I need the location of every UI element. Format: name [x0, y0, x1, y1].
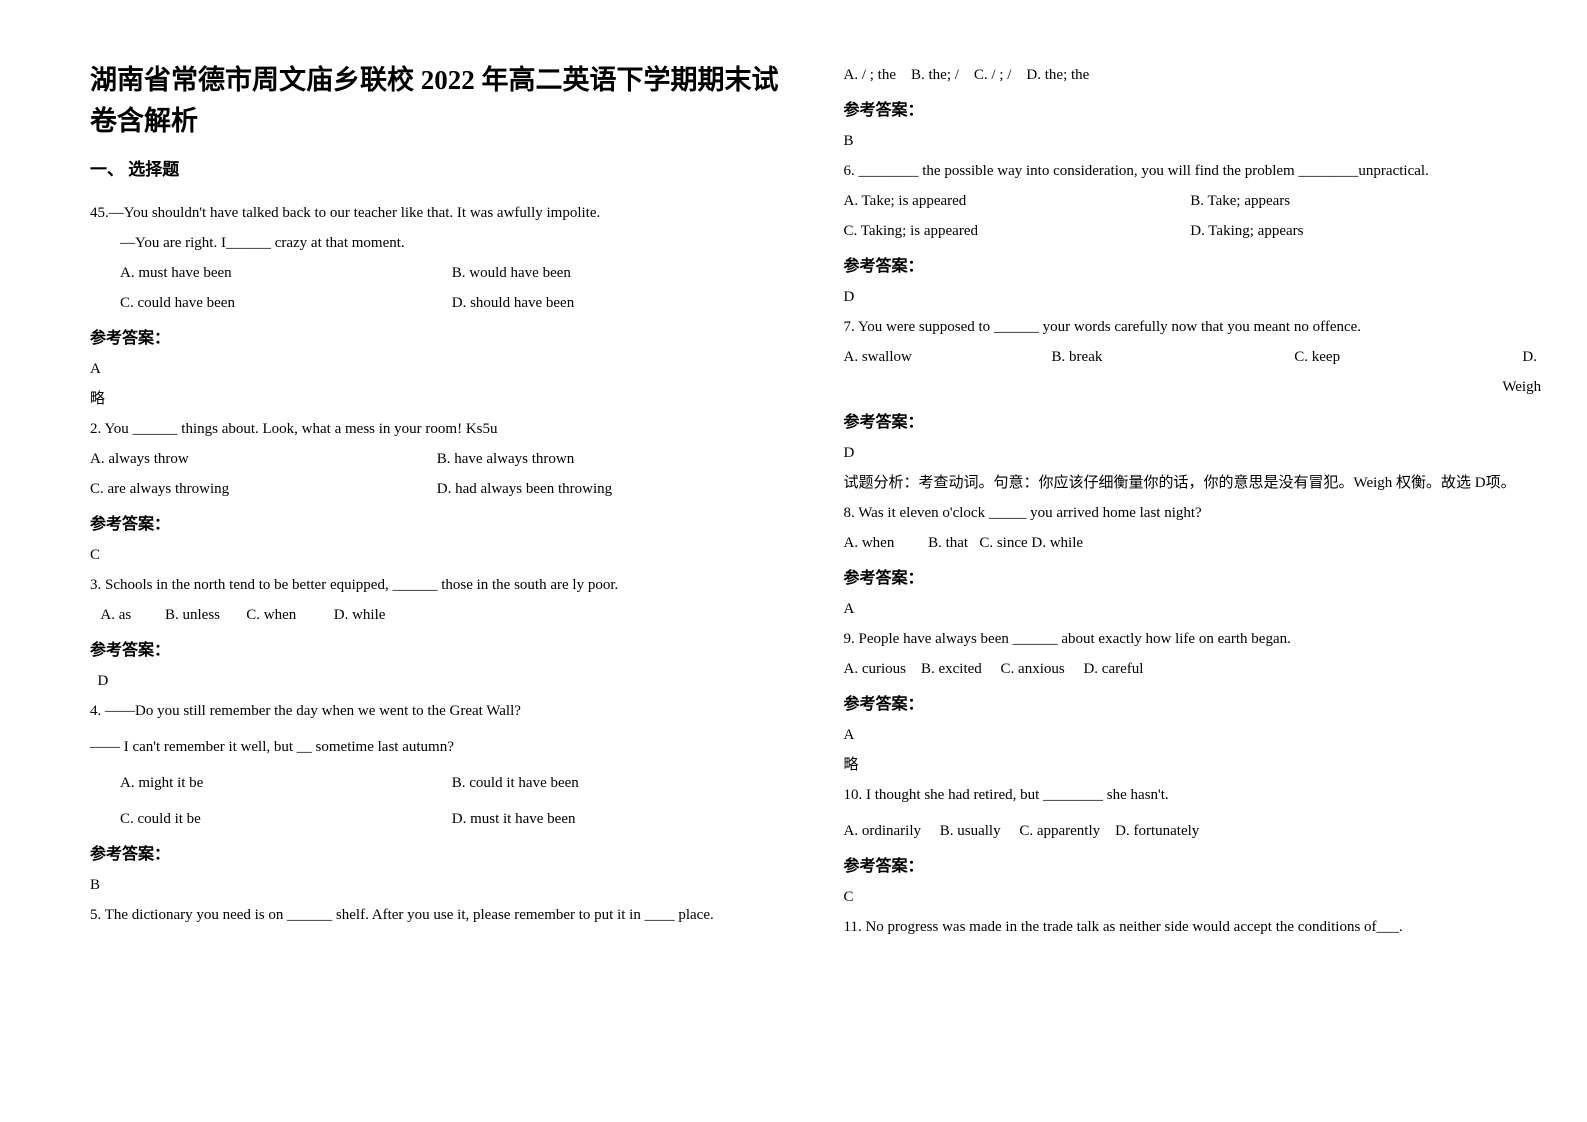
left-column: 湖南省常德市周文庙乡联校 2022 年高二英语下学期期末试卷含解析 一、 选择题… [90, 60, 814, 1092]
q9-answer: A [844, 720, 1538, 750]
q2-option-b: B. have always thrown [437, 444, 784, 474]
q4-option-b: B. could it have been [452, 768, 784, 798]
q5-options: A. / ; the B. the; / C. / ; / D. the; th… [844, 60, 1538, 90]
q4-answer-label: 参考答案： [90, 840, 784, 864]
q6-options-row2: C. Taking; is appeared D. Taking; appear… [844, 216, 1538, 246]
q10-stem: 10. I thought she had retired, but _____… [844, 780, 1538, 810]
q4-option-d: D. must it have been [452, 804, 784, 834]
q2-options-row2: C. are always throwing D. had always bee… [90, 474, 784, 504]
q6-option-b: B. Take; appears [1190, 186, 1537, 216]
q6-option-c: C. Taking; is appeared [844, 216, 1191, 246]
q1-option-d: D. should have been [452, 288, 784, 318]
q2-answer: C [90, 540, 784, 570]
q7-options: A. swallow B. break C. keep D. Weigh [844, 342, 1538, 402]
q2-option-d: D. had always been throwing [437, 474, 784, 504]
q1-option-c: C. could have been [120, 288, 452, 318]
q2-option-c: C. are always throwing [90, 474, 437, 504]
q5-stem: 5. The dictionary you need is on ______ … [90, 900, 784, 930]
q10-answer-label: 参考答案： [844, 852, 1538, 876]
right-column: A. / ; the B. the; / C. / ; / D. the; th… [814, 60, 1538, 1092]
q7-option-a: A. swallow [844, 342, 1052, 402]
q6-stem: 6. ________ the possible way into consid… [844, 156, 1538, 186]
q6-option-d: D. Taking; appears [1190, 216, 1537, 246]
q4-answer: B [90, 870, 784, 900]
q3-answer-label: 参考答案： [90, 636, 784, 660]
q9-answer-label: 参考答案： [844, 690, 1538, 714]
q5-answer: B [844, 126, 1538, 156]
q1-stem-line1: 45.—You shouldn't have talked back to ou… [90, 198, 784, 228]
q1-option-a: A. must have been [120, 258, 452, 288]
q1-stem-line2: —You are right. I______ crazy at that mo… [90, 228, 784, 258]
q2-option-a: A. always throw [90, 444, 437, 474]
q8-stem: 8. Was it eleven o'clock _____ you arriv… [844, 498, 1538, 528]
section-heading: 一、 选择题 [90, 155, 784, 180]
q7-stem: 7. You were supposed to ______ your word… [844, 312, 1538, 342]
q5-answer-label: 参考答案： [844, 96, 1538, 120]
q4-stem-line2: —— I can't remember it well, but __ some… [90, 732, 784, 762]
q7-explanation: 试题分析：考查动词。句意：你应该仔细衡量你的话，你的意思是没有冒犯。Weigh … [844, 468, 1538, 498]
q2-answer-label: 参考答案： [90, 510, 784, 534]
q2-stem: 2. You ______ things about. Look, what a… [90, 414, 784, 444]
q1-options-row1: A. must have been B. would have been [90, 258, 784, 288]
q1-options-row2: C. could have been D. should have been [90, 288, 784, 318]
q3-answer: D [90, 666, 784, 696]
q2-options-row1: A. always throw B. have always thrown [90, 444, 784, 474]
q6-answer-label: 参考答案： [844, 252, 1538, 276]
q7-option-d: D. Weigh [1502, 342, 1537, 402]
q8-answer: A [844, 594, 1538, 624]
q10-options: A. ordinarily B. usually C. apparently D… [844, 816, 1538, 846]
q1-option-b: B. would have been [452, 258, 784, 288]
q10-answer: C [844, 882, 1538, 912]
q11-stem: 11. No progress was made in the trade ta… [844, 912, 1538, 942]
document-title: 湖南省常德市周文庙乡联校 2022 年高二英语下学期期末试卷含解析 [90, 60, 784, 141]
q7-option-c: C. keep [1294, 342, 1502, 402]
q8-answer-label: 参考答案： [844, 564, 1538, 588]
q6-option-a: A. Take; is appeared [844, 186, 1191, 216]
q4-option-c: C. could it be [120, 804, 452, 834]
q1-answer: A [90, 354, 784, 384]
q6-options-row1: A. Take; is appeared B. Take; appears [844, 186, 1538, 216]
exam-page: 湖南省常德市周文庙乡联校 2022 年高二英语下学期期末试卷含解析 一、 选择题… [0, 0, 1587, 1122]
q7-answer-label: 参考答案： [844, 408, 1538, 432]
q3-options: A. as B. unless C. when D. while [90, 600, 784, 630]
q4-options-row2: C. could it be D. must it have been [90, 804, 784, 834]
q4-stem-line1: 4. ——Do you still remember the day when … [90, 696, 784, 726]
q1-omit: 略 [90, 384, 784, 414]
q9-stem: 9. People have always been ______ about … [844, 624, 1538, 654]
q9-omit: 略 [844, 750, 1538, 780]
q1-answer-label: 参考答案： [90, 324, 784, 348]
q7-answer: D [844, 438, 1538, 468]
q7-option-b: B. break [1052, 342, 1295, 402]
q4-options-row1: A. might it be B. could it have been [90, 768, 784, 798]
q6-answer: D [844, 282, 1538, 312]
q4-option-a: A. might it be [120, 768, 452, 798]
q8-options: A. when B. that C. since D. while [844, 528, 1538, 558]
q3-stem: 3. Schools in the north tend to be bette… [90, 570, 784, 600]
q9-options: A. curious B. excited C. anxious D. care… [844, 654, 1538, 684]
